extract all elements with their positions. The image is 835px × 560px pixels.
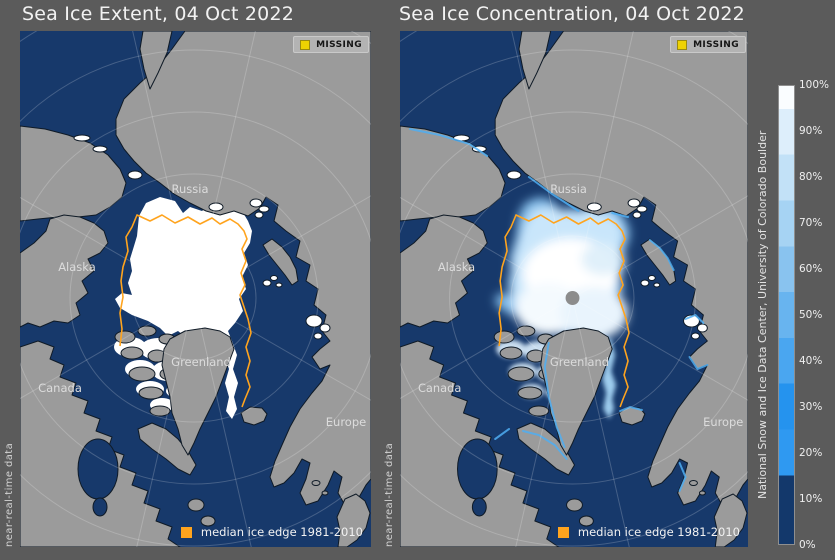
missing-label: MISSING xyxy=(693,39,739,50)
label-alaska: Alaska xyxy=(438,260,475,274)
median-swatch-icon xyxy=(557,526,569,538)
label-alaska: Alaska xyxy=(58,260,96,274)
near-real-time-note-right: near-real-time data xyxy=(384,442,395,547)
missing-legend: MISSING xyxy=(670,36,746,53)
median-label: median ice edge 1981-2010 xyxy=(577,525,740,539)
left-map-title: Sea Ice Extent, 04 Oct 2022 xyxy=(22,3,295,25)
near-real-time-note-left: near-real-time data xyxy=(4,442,15,547)
missing-swatch-icon xyxy=(677,39,688,50)
colorbar-tick-20: 20% xyxy=(799,447,823,459)
colorbar-tick-70: 70% xyxy=(799,217,823,229)
colorbar-tick-40: 40% xyxy=(799,355,823,367)
colorbar-tick-50: 50% xyxy=(799,309,823,321)
extent-map-canvas: Russia Alaska Canada Greenland Europe xyxy=(20,31,371,547)
colorbar-tick-90: 90% xyxy=(799,125,823,137)
label-russia: Russia xyxy=(172,182,209,196)
colorbar-tick-10: 10% xyxy=(799,493,823,505)
median-swatch-icon xyxy=(180,526,192,538)
label-europe: Europe xyxy=(703,415,743,429)
concentration-map-canvas: Russia Alaska Canada Greenland Europe xyxy=(400,31,748,547)
missing-legend: MISSING xyxy=(293,36,369,53)
right-map-title: Sea Ice Concentration, 04 Oct 2022 xyxy=(399,3,745,25)
colorbar-tick-0: 0% xyxy=(799,539,816,551)
label-europe: Europe xyxy=(326,415,366,429)
colorbar-tick-60: 60% xyxy=(799,263,823,275)
pole-hole-dot xyxy=(565,291,580,305)
concentration-colorbar xyxy=(778,85,795,545)
missing-swatch-icon xyxy=(300,39,311,50)
sea-ice-concentration-map: Russia Alaska Canada Greenland Europe MI… xyxy=(400,31,748,547)
median-label: median ice edge 1981-2010 xyxy=(200,525,363,539)
missing-label: MISSING xyxy=(316,39,362,50)
sea-ice-extent-map: Russia Alaska Canada Greenland Europe MI… xyxy=(20,31,371,547)
label-greenland: Greenland xyxy=(171,355,231,369)
label-russia: Russia xyxy=(550,182,587,196)
colorbar-tick-100: 100% xyxy=(799,79,830,91)
median-ice-edge-legend: median ice edge 1981-2010 xyxy=(557,525,740,539)
colorbar-tick-80: 80% xyxy=(799,171,823,183)
label-canada: Canada xyxy=(418,381,461,395)
label-greenland: Greenland xyxy=(550,355,609,369)
colorbar-tick-30: 30% xyxy=(799,401,823,413)
nsidc-credit-text: National Snow and Ice Data Center, Unive… xyxy=(756,130,769,500)
label-canada: Canada xyxy=(38,381,82,395)
median-ice-edge-legend: median ice edge 1981-2010 xyxy=(180,525,363,539)
